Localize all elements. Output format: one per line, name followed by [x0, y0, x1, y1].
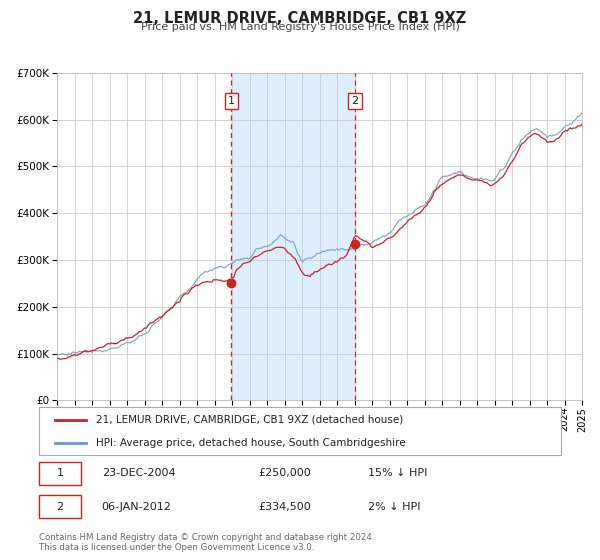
Text: 06-JAN-2012: 06-JAN-2012 — [101, 502, 172, 512]
Text: 1: 1 — [56, 468, 64, 478]
Text: This data is licensed under the Open Government Licence v3.0.: This data is licensed under the Open Gov… — [39, 543, 314, 552]
Text: HPI: Average price, detached house, South Cambridgeshire: HPI: Average price, detached house, Sout… — [97, 438, 406, 448]
Text: Price paid vs. HM Land Registry's House Price Index (HPI): Price paid vs. HM Land Registry's House … — [140, 22, 460, 32]
Text: £334,500: £334,500 — [258, 502, 311, 512]
FancyBboxPatch shape — [39, 407, 561, 455]
Text: 21, LEMUR DRIVE, CAMBRIDGE, CB1 9XZ: 21, LEMUR DRIVE, CAMBRIDGE, CB1 9XZ — [133, 11, 467, 26]
FancyBboxPatch shape — [39, 495, 81, 519]
Text: 1: 1 — [228, 96, 235, 106]
Text: 2: 2 — [56, 502, 64, 512]
FancyBboxPatch shape — [39, 461, 81, 485]
Text: Contains HM Land Registry data © Crown copyright and database right 2024.: Contains HM Land Registry data © Crown c… — [39, 533, 374, 542]
Text: 15% ↓ HPI: 15% ↓ HPI — [368, 468, 427, 478]
Bar — [232, 73, 355, 400]
Text: £250,000: £250,000 — [258, 468, 311, 478]
Text: 21, LEMUR DRIVE, CAMBRIDGE, CB1 9XZ (detached house): 21, LEMUR DRIVE, CAMBRIDGE, CB1 9XZ (det… — [97, 415, 404, 425]
Text: 2: 2 — [351, 96, 358, 106]
Text: 23-DEC-2004: 23-DEC-2004 — [101, 468, 175, 478]
Text: 2% ↓ HPI: 2% ↓ HPI — [368, 502, 421, 512]
